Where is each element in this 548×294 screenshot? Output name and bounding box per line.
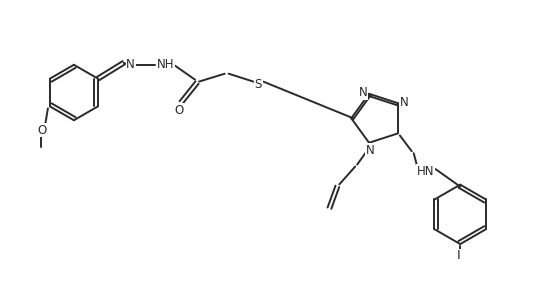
Text: N: N: [399, 96, 408, 109]
Text: NH: NH: [157, 58, 174, 71]
Text: S: S: [255, 78, 262, 91]
Text: N: N: [359, 86, 368, 99]
Text: O: O: [37, 124, 47, 137]
Text: I: I: [456, 250, 460, 263]
Text: N: N: [366, 144, 374, 157]
Text: O: O: [174, 104, 184, 117]
Text: HN: HN: [417, 165, 435, 178]
Text: N: N: [126, 58, 135, 71]
